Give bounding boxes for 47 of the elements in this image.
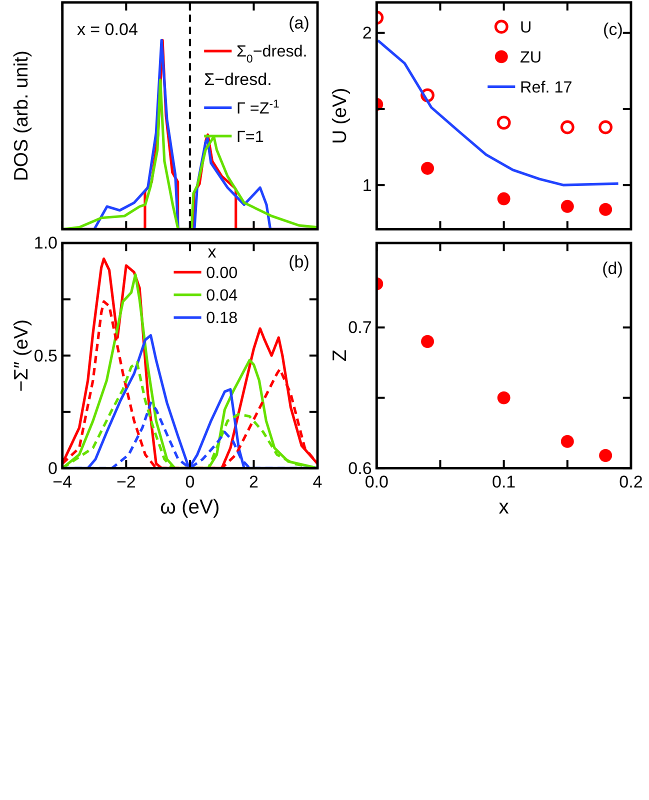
y-tick-label: 0.5 (34, 346, 58, 366)
legend-label: Ref. 17 (520, 78, 572, 96)
x-tick-label: 0.0 (364, 472, 388, 492)
y-axis-title: U (eV) (328, 88, 351, 144)
legend-label: 0.04 (206, 286, 238, 305)
point (599, 449, 612, 462)
y-tick-label: 1 (362, 176, 372, 195)
point (421, 162, 434, 175)
text: x = 0.04 (76, 20, 138, 39)
text: (a) (288, 13, 310, 32)
y-tick-label: 0 (48, 458, 58, 478)
legend-title: x (208, 242, 217, 262)
point (421, 335, 434, 348)
point (560, 200, 574, 213)
line-series (376, 39, 620, 186)
annotation: (c) (603, 20, 623, 39)
point (560, 120, 574, 134)
y-axis-title: Z (328, 350, 351, 362)
x-tick-label: 4 (312, 472, 322, 492)
x-tick-label: 2 (249, 472, 258, 492)
point (560, 434, 574, 448)
legend-label: Σ$_{0}$−dresd. (236, 42, 308, 66)
point (497, 391, 510, 404)
y-tick-label: 0.7 (348, 318, 372, 338)
legend-label: Γ=1 (236, 128, 264, 146)
y-axis-title: DOS (arb. unit) (10, 50, 33, 182)
legend-label: Γ =Z$^{-1}$ (236, 98, 280, 118)
x-tick-label: 0 (185, 472, 195, 492)
legend-label: 0.00 (206, 264, 238, 282)
point (598, 120, 613, 134)
legend-label: ZU (520, 48, 542, 66)
x-tick-label: 0.2 (619, 472, 643, 492)
x-axis-title: x (498, 496, 509, 519)
x-tick-label: −2 (116, 472, 136, 492)
point (496, 116, 511, 130)
annotation: Σ−dresd. (204, 70, 272, 90)
y-tick-label: 1.0 (34, 234, 58, 253)
annotation: (b) (288, 252, 310, 272)
y-tick-label: 2 (362, 24, 372, 43)
y-axis-title: −Σ″ (eV) (10, 319, 33, 392)
point (599, 202, 612, 216)
legend-label: U (520, 18, 532, 36)
point (497, 192, 510, 206)
annotation: (d) (602, 258, 623, 278)
x-tick-label: 0.1 (492, 472, 516, 492)
x-axis-title: ω (eV) (160, 496, 220, 519)
legend-label: 0.18 (206, 309, 238, 328)
